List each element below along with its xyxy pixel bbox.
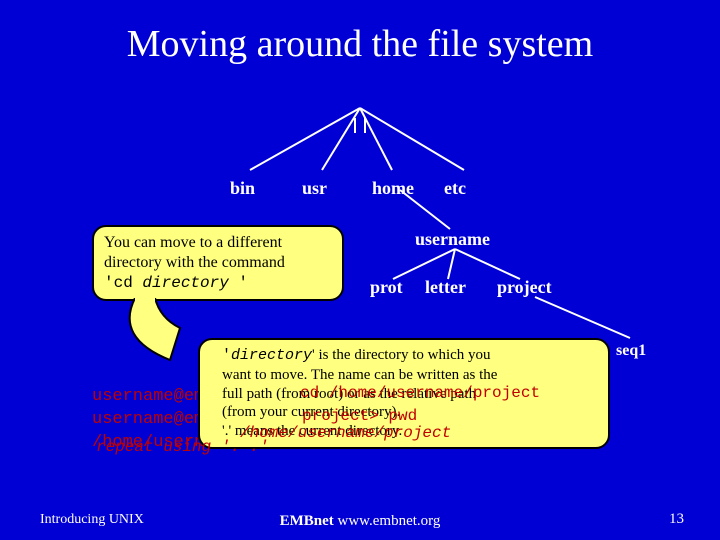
callout-cd-command: You can move to a different directory wi…: [92, 225, 344, 301]
tree-node-usr: usr: [302, 178, 327, 199]
footer-center: EMBnet www.embnet.org: [0, 513, 720, 530]
callout1-code-suffix: ': [229, 274, 248, 292]
tree-node-home: home: [372, 178, 414, 199]
overlay-repeat: repeat using '. .': [96, 438, 269, 456]
tree-node-etc: etc: [444, 178, 466, 199]
callout1-line1: You can move to a different: [104, 233, 332, 253]
callout1-line2: directory with the command: [104, 253, 332, 273]
overlay-path-result: /home/username/project: [240, 424, 451, 442]
c2-q1: ': [222, 347, 231, 364]
tree-node-seq1: seq1: [616, 342, 646, 360]
tree-node-project: project: [497, 277, 552, 298]
callout1-code-prefix: 'cd: [104, 274, 142, 292]
callout1-tail: [110, 298, 210, 368]
slide-title: Moving around the file system: [0, 0, 720, 66]
overlay-project-pwd: project> pwd: [302, 407, 417, 425]
callout1-code-arg: directory: [142, 274, 228, 292]
c2-rest1: ' is the directory to which you: [312, 347, 491, 363]
tree-node-bin: bin: [230, 178, 255, 199]
footer-url: www.embnet.org: [334, 513, 441, 529]
c2-dir: directory: [231, 347, 312, 364]
footer-embnet: EMBnet: [280, 513, 334, 529]
tree-node-letter: letter: [425, 277, 466, 298]
overlay-cd-path: cd /home/username/project: [300, 384, 540, 402]
footer-page-number: 13: [669, 511, 684, 528]
tree-node-prot: prot: [370, 277, 403, 298]
tree-node-username: username: [415, 229, 490, 250]
c2-p2: want to move. The name can be written as…: [222, 366, 598, 385]
